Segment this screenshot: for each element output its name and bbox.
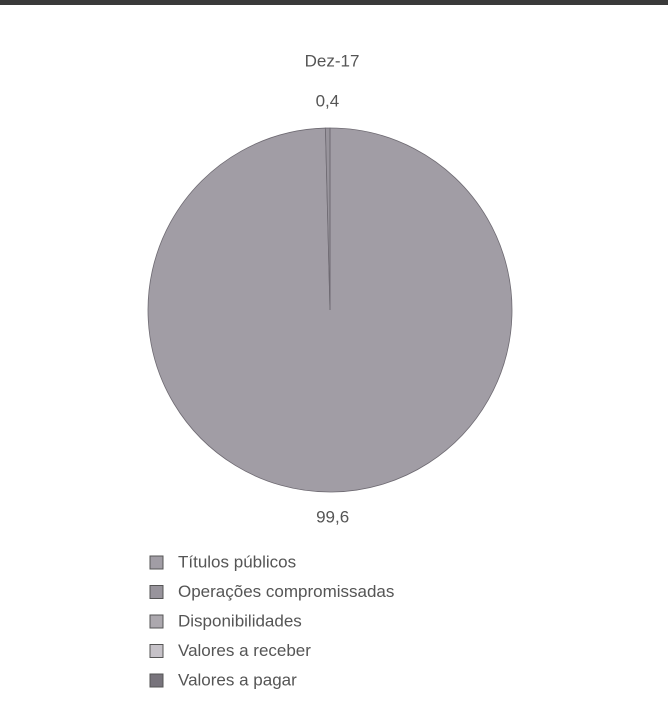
chart-title: Dez-17 [305,51,360,70]
data-label: 99,6 [316,507,349,526]
legend-swatch [149,555,164,570]
legend-swatch [149,673,164,688]
legend-label: Títulos públicos [178,552,296,571]
data-label: 0,4 [316,92,340,111]
legend-label: Valores a pagar [178,670,297,689]
legend-label: Operações compromissadas [178,582,394,601]
legend-swatch [149,585,164,599]
legend-label: Disponibilidades [178,611,302,630]
legend-swatch [149,614,164,629]
legend-label: Valores a receber [178,641,311,660]
legend-swatch [149,644,164,658]
top-border [0,0,668,5]
